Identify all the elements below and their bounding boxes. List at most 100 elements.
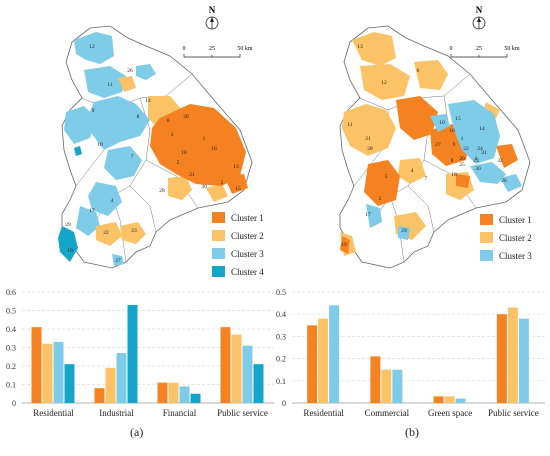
map-b-region-label: 12	[381, 80, 387, 86]
chart-a-ytick-label: 0.6	[6, 288, 16, 297]
map-a-region-label: 29	[65, 222, 71, 228]
map-a-region-label: 5	[177, 160, 180, 166]
chart-b-bar-cluster-3-green-space	[455, 398, 466, 403]
caption-a: (a)	[130, 425, 144, 439]
chart-a-bar-cluster-1-industrial	[94, 388, 105, 403]
chart-b-category-label: Public service	[488, 408, 539, 418]
map-b-region-label: 15	[455, 116, 461, 122]
chart-b-bar-cluster-1-public-service	[496, 314, 507, 403]
map-a-region-label: 3	[171, 132, 174, 138]
map-a-region-label: 15	[235, 186, 241, 192]
map-a-region-label: 2	[221, 180, 224, 186]
chart-b-bar-cluster-2-residential	[318, 318, 329, 403]
map-b-cluster3-patches	[366, 100, 522, 240]
caption-b: (b)	[405, 425, 419, 439]
chart-a-category-label: Industrial	[99, 408, 134, 418]
map-b-legend: Cluster 1 Cluster 2 Cluster 3	[480, 214, 532, 261]
map-a-scale-label-1: 25	[209, 46, 215, 52]
map-b-region-label: 31	[481, 150, 487, 156]
legend-swatch-cluster-4	[212, 266, 225, 277]
map-b-region-label: 32	[497, 158, 503, 164]
map-b-region-label: 5	[385, 174, 388, 180]
map-b-region-label: 25	[459, 162, 465, 168]
map-b-region-label: 30	[475, 166, 481, 172]
map-a-region-label: 27	[115, 258, 121, 264]
legend-label-cluster-2: Cluster 2	[231, 231, 264, 241]
legend-swatch-cluster-3	[480, 250, 493, 261]
legend-swatch-cluster-1	[480, 214, 493, 225]
chart-b-bar-cluster-1-residential	[307, 325, 318, 403]
map-b-region-label: 9	[453, 142, 456, 148]
chart-b-ytick-label: 0	[282, 399, 286, 408]
map-a-region-label: 21	[189, 172, 195, 178]
map-b-region-label: 10	[439, 120, 445, 126]
map-b-region-label: 7	[425, 176, 428, 182]
legend-label-cluster-2: Cluster 2	[499, 233, 532, 243]
legend-swatch-cluster-2	[212, 230, 225, 241]
chart-a-category-label: Public service	[217, 408, 268, 418]
map-a-region-label: 4	[111, 198, 114, 204]
map-b-region-label: 26	[501, 178, 507, 184]
chart-b-bar-cluster-3-public-service	[518, 318, 529, 403]
map-a-cluster4-patches	[58, 146, 82, 262]
chart-a-ytick-label: 0.5	[6, 307, 16, 316]
chart-b-ytick-label: 0.1	[276, 377, 286, 386]
map-b-region-label: 28	[367, 146, 373, 152]
map-a-region-label: 13	[233, 164, 239, 170]
map-b-region-label: 22	[463, 146, 469, 152]
legend-label-cluster-1: Cluster 1	[231, 213, 264, 223]
map-b-region-label: 6	[417, 68, 420, 74]
chart-a-category-label: Financial	[163, 408, 197, 418]
map-a-cluster2-patches	[96, 76, 228, 246]
chart-a-ytick-label: 0.1	[6, 381, 16, 390]
map-b-region-label: 16	[449, 128, 455, 134]
map-a: 12 26 11 9 14 8 20 10 6 3 1 16 21 7 518 2 28 13 30 15 17 22 23…	[58, 5, 264, 277]
map-a-north-label: N	[209, 5, 216, 15]
map-a-region-label: 20	[183, 114, 189, 120]
map-a-cluster3-patches	[64, 32, 156, 266]
map-a-region-label: 11	[107, 82, 113, 88]
chart-a-bar-cluster-3-financial	[179, 386, 190, 403]
legend-label-cluster-4: Cluster 4	[231, 267, 264, 277]
chart-a-bar-cluster-4-financial	[190, 393, 201, 403]
map-b-scale-bar: 0 25 50 km	[450, 46, 520, 58]
map-a-region-label: 1	[203, 136, 206, 142]
map-b-region-label: 8	[451, 158, 454, 164]
chart-a-ytick-label: 0	[12, 399, 16, 408]
map-a-region-label: 8	[137, 114, 140, 120]
chart-a-ytick-label: 0.2	[6, 362, 16, 371]
map-a-region-label: 9	[92, 108, 95, 114]
chart-b-ytick-label: 0.3	[276, 332, 286, 341]
chart-b-bar-cluster-2-public-service	[507, 307, 518, 403]
map-a-scale-label-0: 0	[183, 46, 186, 52]
chart-b-bar-cluster-2-commercial	[381, 369, 392, 403]
map-a-region-label: 14	[145, 98, 151, 104]
map-b-region-label: 11	[347, 122, 353, 128]
chart-b: 0 0.1 0.2 0.3 0.4 0.5 Residential Commercial Gre…	[276, 288, 545, 418]
chart-b-category-label: Residential	[303, 408, 344, 418]
map-b-scale-label-1: 25	[476, 46, 482, 52]
legend-label-cluster-1: Cluster 1	[499, 215, 532, 225]
map-a-legend: Cluster 1 Cluster 2 Cluster 3 Cluster 4	[212, 212, 264, 277]
map-a-region-label: 12	[89, 44, 95, 50]
map-b-region-label: 18	[451, 172, 457, 178]
legend-label-cluster-3: Cluster 3	[499, 251, 532, 261]
map-b-region-label: 4	[411, 168, 414, 174]
map-b-region-label: 17	[365, 212, 371, 218]
map-a-region-label: 23	[131, 228, 137, 234]
chart-b-bar-cluster-1-green-space	[433, 396, 444, 403]
map-a-region-labels: 12 26 11 9 14 8 20 10 6 3 1 16 21 7 518 2 28 13 30 15 17 22 23…	[65, 44, 241, 264]
map-a-north-arrow: N	[205, 5, 219, 30]
map-a-region-label: 17	[89, 208, 95, 214]
chart-a-bar-cluster-1-public-service	[220, 327, 231, 403]
chart-b-bar-cluster-3-residential	[329, 305, 340, 403]
chart-a-bar-cluster-3-industrial	[116, 353, 127, 403]
map-b-cluster2-patches	[340, 32, 500, 256]
chart-a-bar-cluster-2-industrial	[105, 367, 116, 403]
map-b-scale-label-0: 0	[450, 46, 453, 52]
chart-b-bar-cluster-3-commercial	[392, 369, 403, 403]
